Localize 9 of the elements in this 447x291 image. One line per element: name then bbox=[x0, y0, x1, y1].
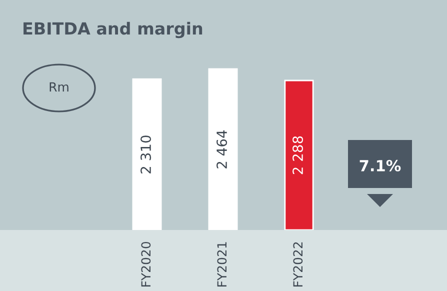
chart-title: EBITDA and margin bbox=[24, 22, 202, 38]
data-label: 2 310 bbox=[140, 136, 152, 174]
text: Rm bbox=[50, 82, 68, 92]
x-tick-label: FY2020 bbox=[141, 242, 151, 287]
data-label: 2 288 bbox=[292, 136, 304, 174]
text: 7.1% bbox=[360, 160, 401, 172]
data-label: 2 464 bbox=[216, 130, 228, 168]
x-tick-label: FY2021 bbox=[217, 242, 227, 287]
x-tick-label: FY2022 bbox=[293, 242, 303, 287]
